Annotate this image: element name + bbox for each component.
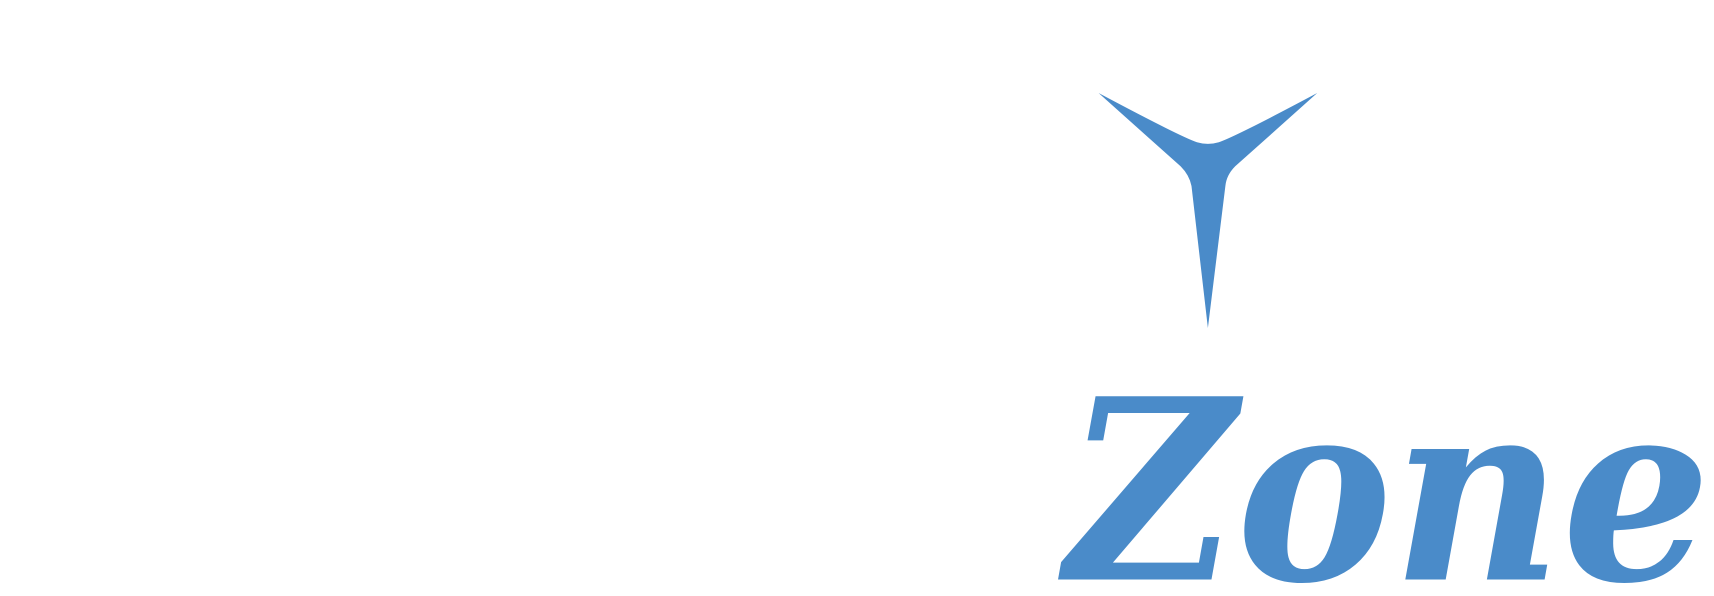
logo-text: Zone xyxy=(1057,344,1710,596)
logo-emblem xyxy=(1098,93,1318,329)
